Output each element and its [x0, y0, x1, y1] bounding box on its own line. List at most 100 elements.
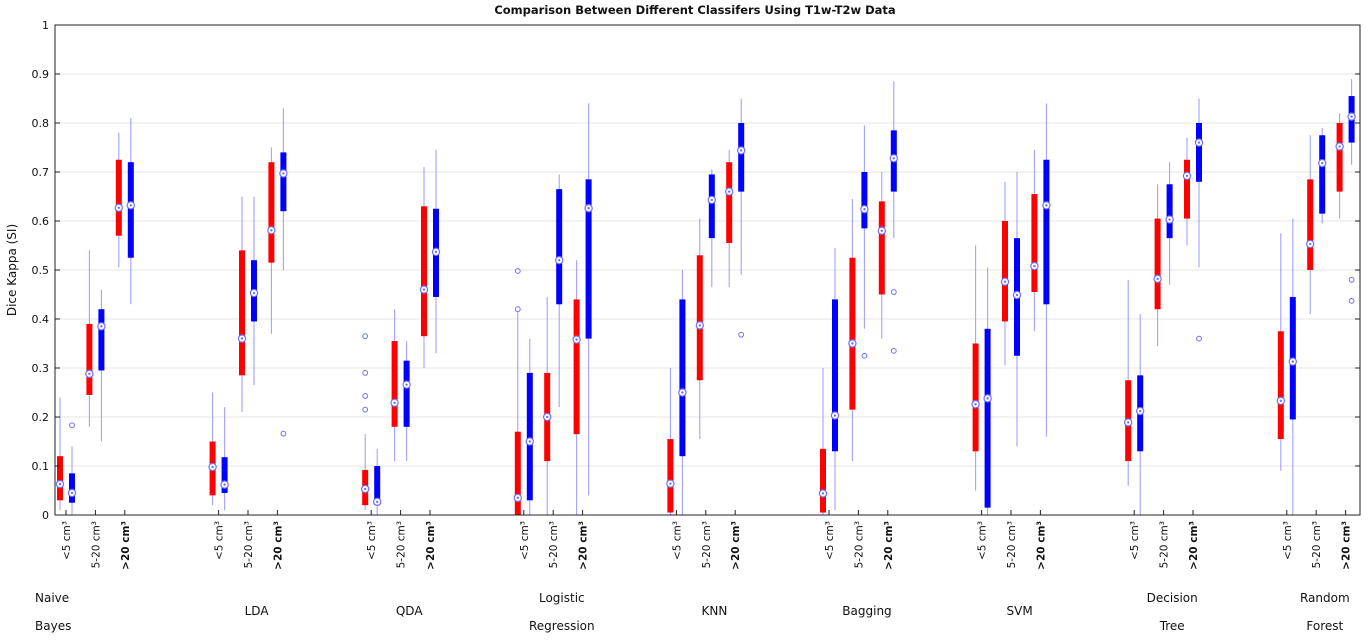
x-tick-label: 5-20 cm³ — [243, 521, 255, 568]
median-dot — [88, 373, 90, 375]
median-dot — [393, 402, 395, 404]
median-dot — [851, 342, 853, 344]
box — [556, 189, 562, 304]
median-dot — [974, 403, 976, 405]
x-tick-label: <5 cm³ — [1282, 521, 1294, 560]
box — [667, 439, 673, 513]
box — [726, 162, 732, 243]
median-dot — [575, 338, 577, 340]
median-dot — [1321, 162, 1323, 164]
box — [69, 473, 75, 502]
box — [1184, 160, 1190, 219]
group-label: Bagging — [842, 604, 891, 618]
y-tick-label: 0.7 — [32, 166, 50, 179]
median-dot — [1198, 141, 1200, 143]
outlier-point — [281, 431, 286, 436]
x-tick-label: <5 cm³ — [824, 521, 836, 560]
y-tick-label: 0.9 — [32, 68, 50, 81]
x-tick-label: >20 cm³ — [1188, 521, 1200, 570]
x-tick-label: >20 cm³ — [1341, 521, 1353, 570]
x-tick-label: >20 cm³ — [120, 521, 132, 570]
grid-lines — [55, 74, 1360, 466]
outlier-point — [363, 394, 368, 399]
y-tick-label: 0.2 — [32, 411, 50, 424]
box — [1043, 160, 1049, 305]
median-dot — [376, 501, 378, 503]
median-dot — [1156, 278, 1158, 280]
x-tick-label: 5-20 cm³ — [1006, 521, 1018, 568]
y-tick-label: 0.3 — [32, 362, 50, 375]
median-dot — [1186, 175, 1188, 177]
median-dot — [728, 190, 730, 192]
median-dot — [681, 391, 683, 393]
box — [985, 329, 991, 508]
box — [679, 299, 685, 456]
median-dot — [1033, 265, 1035, 267]
median-dot — [893, 157, 895, 159]
group-label: Logistic — [539, 591, 585, 605]
median-dot — [423, 288, 425, 290]
box — [1155, 219, 1161, 310]
box — [116, 160, 122, 236]
box — [832, 299, 838, 451]
median-dot — [1127, 421, 1129, 423]
box — [697, 255, 703, 380]
outlier-point — [515, 307, 520, 312]
group-label: Decision — [1147, 591, 1198, 605]
outlier-point — [891, 290, 896, 295]
box — [1307, 179, 1313, 270]
x-tick-label: 5-20 cm³ — [853, 521, 865, 568]
median-dot — [1045, 204, 1047, 206]
box — [421, 206, 427, 336]
box — [738, 123, 744, 192]
outlier-point — [891, 348, 896, 353]
box — [1278, 331, 1284, 439]
box — [849, 258, 855, 410]
median-dot — [1309, 243, 1311, 245]
y-tick-label: 0.8 — [32, 117, 50, 130]
x-tick-label: <5 cm³ — [519, 521, 531, 560]
x-tick-label: >20 cm³ — [425, 521, 437, 570]
group-label: Tree — [1159, 619, 1185, 633]
group-label: KNN — [701, 604, 727, 618]
median-dot — [529, 440, 531, 442]
x-tick-label: <5 cm³ — [1129, 521, 1141, 560]
median-dot — [1280, 400, 1282, 402]
box — [392, 341, 398, 427]
box — [515, 432, 521, 515]
outlier-point — [363, 407, 368, 412]
group-label: Random — [1300, 591, 1350, 605]
x-tick-label: 5-20 cm³ — [701, 521, 713, 568]
median-dot — [699, 324, 701, 326]
outlier-point — [515, 269, 520, 274]
median-dot — [59, 483, 61, 485]
median-dot — [1016, 294, 1018, 296]
median-dot — [71, 492, 73, 494]
box — [98, 309, 104, 370]
outlier-point — [1197, 336, 1202, 341]
x-tick-label: <5 cm³ — [61, 521, 73, 560]
x-tick-label: 5-20 cm³ — [396, 521, 408, 568]
median-dot — [253, 292, 255, 294]
outlier-point — [862, 353, 867, 358]
median-dot — [282, 172, 284, 174]
outlier-point — [363, 371, 368, 376]
box — [574, 299, 580, 434]
median-dot — [1292, 360, 1294, 362]
box-plots — [56, 79, 1370, 515]
x-tick-label: 5-20 cm³ — [90, 521, 102, 568]
group-label: Naive — [35, 591, 69, 605]
group-label: Regression — [529, 619, 595, 633]
median-dot — [130, 204, 132, 206]
box — [1196, 123, 1202, 182]
chart-title: Comparison Between Different Classifers … — [494, 3, 895, 17]
box — [404, 361, 410, 427]
x-tick-label: <5 cm³ — [977, 521, 989, 560]
x-tick-label: <5 cm³ — [366, 521, 378, 560]
group-label: LDA — [245, 604, 270, 618]
box — [1167, 184, 1173, 238]
y-tick-label: 0.1 — [32, 460, 50, 473]
box — [239, 250, 245, 375]
